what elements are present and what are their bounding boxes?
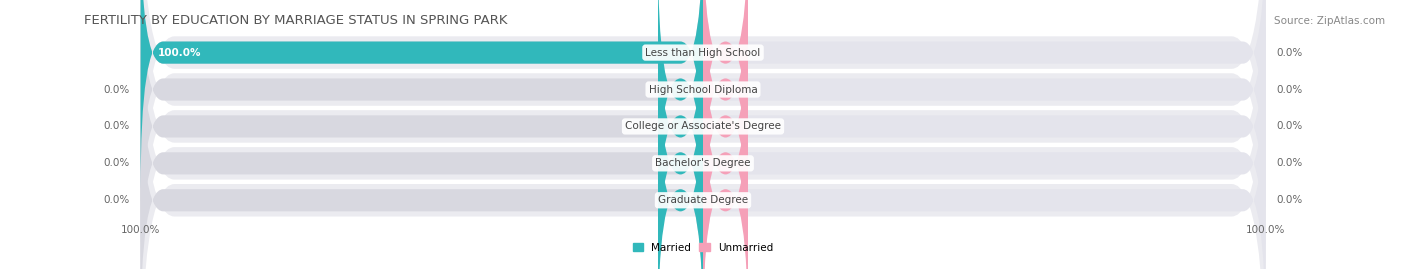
Text: Source: ZipAtlas.com: Source: ZipAtlas.com <box>1274 16 1385 26</box>
FancyBboxPatch shape <box>141 27 703 269</box>
FancyBboxPatch shape <box>703 0 1265 263</box>
FancyBboxPatch shape <box>703 0 748 226</box>
Text: 0.0%: 0.0% <box>103 84 129 94</box>
Text: 100.0%: 100.0% <box>157 48 201 58</box>
FancyBboxPatch shape <box>658 0 703 226</box>
FancyBboxPatch shape <box>658 0 703 263</box>
FancyBboxPatch shape <box>703 0 1265 189</box>
FancyBboxPatch shape <box>141 0 1265 269</box>
Legend: Married, Unmarried: Married, Unmarried <box>628 238 778 257</box>
FancyBboxPatch shape <box>141 0 703 189</box>
Text: FERTILITY BY EDUCATION BY MARRIAGE STATUS IN SPRING PARK: FERTILITY BY EDUCATION BY MARRIAGE STATU… <box>84 14 508 27</box>
Text: College or Associate's Degree: College or Associate's Degree <box>626 121 780 132</box>
FancyBboxPatch shape <box>141 0 703 226</box>
FancyBboxPatch shape <box>703 27 1265 269</box>
FancyBboxPatch shape <box>703 0 1265 226</box>
FancyBboxPatch shape <box>141 0 1265 269</box>
FancyBboxPatch shape <box>141 0 1265 269</box>
Text: 0.0%: 0.0% <box>1277 121 1303 132</box>
FancyBboxPatch shape <box>141 0 703 189</box>
FancyBboxPatch shape <box>141 0 703 263</box>
Text: 0.0%: 0.0% <box>103 158 129 168</box>
FancyBboxPatch shape <box>658 27 703 269</box>
FancyBboxPatch shape <box>703 64 1265 269</box>
FancyBboxPatch shape <box>141 0 1265 269</box>
FancyBboxPatch shape <box>703 64 748 269</box>
Text: Less than High School: Less than High School <box>645 48 761 58</box>
FancyBboxPatch shape <box>703 0 748 263</box>
Text: 0.0%: 0.0% <box>1277 48 1303 58</box>
Text: 0.0%: 0.0% <box>103 195 129 205</box>
Text: 0.0%: 0.0% <box>1277 158 1303 168</box>
FancyBboxPatch shape <box>141 0 1265 258</box>
Text: 0.0%: 0.0% <box>1277 84 1303 94</box>
Text: 0.0%: 0.0% <box>103 121 129 132</box>
Text: High School Diploma: High School Diploma <box>648 84 758 94</box>
FancyBboxPatch shape <box>703 0 748 189</box>
Text: Graduate Degree: Graduate Degree <box>658 195 748 205</box>
Text: Bachelor's Degree: Bachelor's Degree <box>655 158 751 168</box>
FancyBboxPatch shape <box>141 64 703 269</box>
Text: 0.0%: 0.0% <box>1277 195 1303 205</box>
FancyBboxPatch shape <box>658 64 703 269</box>
FancyBboxPatch shape <box>703 27 748 269</box>
